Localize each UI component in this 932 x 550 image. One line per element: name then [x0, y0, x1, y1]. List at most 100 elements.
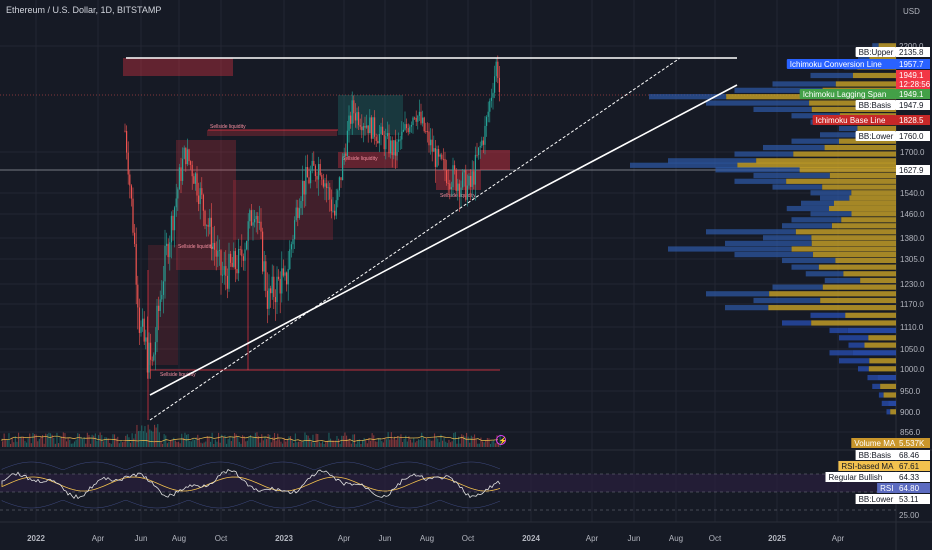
candle-body: [417, 115, 419, 122]
level-value: 1627.9: [899, 166, 924, 175]
profile-bar: [848, 342, 865, 348]
volume-bar: [170, 440, 172, 447]
rsi-value-bg: [896, 461, 930, 471]
candle-body: [271, 276, 273, 294]
candle-body: [146, 337, 148, 373]
profile-bar: [763, 235, 812, 241]
profile-bar: [839, 335, 869, 341]
volume-bar: [82, 438, 84, 447]
volume-bar: [219, 442, 221, 447]
candle-body: [489, 100, 491, 112]
candle-body: [130, 185, 132, 199]
volume-bar: [490, 443, 492, 447]
volume-ma-line: [1, 435, 499, 443]
rsi-label-bg: [855, 494, 896, 504]
candle-body: [431, 139, 433, 152]
profile-bar: [867, 375, 878, 381]
candle-body: [138, 307, 140, 333]
volume-bar: [77, 433, 79, 447]
volume-bar: [456, 443, 458, 447]
profile-bar: [858, 366, 869, 372]
volume-bar: [232, 436, 234, 447]
candle-body: [263, 261, 265, 272]
volume-bar: [298, 441, 300, 447]
volume-bar: [194, 440, 196, 447]
volume-bar: [358, 439, 360, 447]
profile-bar: [753, 106, 812, 112]
volume-bar: [469, 442, 471, 447]
candle-body: [378, 133, 380, 144]
profile-bar: [829, 350, 853, 356]
volume-bar: [187, 434, 189, 447]
candle-body: [327, 187, 329, 189]
volume-bar: [328, 432, 330, 447]
volume-bar: [472, 436, 474, 447]
candle-body: [442, 158, 444, 160]
volume-bar: [443, 437, 445, 447]
volume-bar: [427, 438, 429, 447]
volume-bar: [235, 434, 237, 447]
candle-body: [289, 249, 291, 269]
profile-bar: [793, 151, 896, 157]
candle-body: [498, 77, 500, 93]
alert-icon: [496, 435, 506, 445]
time-axis[interactable]: 2022 Apr Jun Aug Oct 2023 Apr Jun Aug Oct 2024 Apr J…: [27, 534, 844, 543]
rsi-ma-line: [1, 476, 501, 492]
candle-body: [414, 117, 416, 119]
volume-bar: [381, 441, 383, 447]
volume-bar: [438, 442, 440, 447]
volume-ma-value: 5.537K: [899, 439, 925, 448]
volume-bar: [448, 439, 450, 447]
level-value-bg: [896, 70, 930, 80]
profile-bar: [630, 162, 738, 168]
candle-body: [287, 268, 289, 285]
candle-body: [276, 276, 278, 303]
volume-bar: [499, 434, 501, 447]
volume-bar: [270, 442, 272, 447]
volume-bar: [360, 443, 362, 447]
profile-bar: [847, 327, 896, 334]
candle-body: [262, 231, 264, 272]
profile-bar: [813, 252, 896, 258]
price-tick-label: 1170.0: [900, 300, 924, 309]
candle-body: [319, 164, 321, 176]
volume-bar: [390, 432, 392, 447]
candle-body: [236, 268, 238, 274]
volume-bar: [21, 436, 23, 447]
candle-body: [332, 210, 334, 212]
zone-label: Sellside liquidity: [342, 156, 378, 162]
volume-bar: [475, 438, 477, 447]
volume-bar: [418, 439, 420, 447]
candle-body: [479, 145, 481, 148]
volume-bar: [280, 441, 282, 447]
liquidity-zones: Sellside liquidity Sellside liquidity Sell…: [123, 58, 510, 420]
volume-bar: [141, 425, 143, 447]
candle-body: [441, 154, 443, 159]
volume-bar: [445, 441, 447, 447]
candle-body: [447, 183, 449, 184]
level-value: 1957.7: [899, 60, 924, 69]
liquidity-zone: [436, 170, 481, 190]
candle-body: [446, 169, 448, 184]
volume-bar: [24, 440, 26, 447]
volume-bar: [115, 438, 117, 447]
volume-bar: [42, 434, 44, 447]
candle-body: [225, 266, 227, 276]
volume-bar: [402, 442, 404, 447]
candle-body: [140, 326, 142, 333]
volume-bar: [347, 439, 349, 447]
candle-body: [466, 185, 468, 200]
rsi-label: RSI-based MA: [841, 462, 894, 471]
volume-bar: [272, 437, 274, 447]
candle-body: [318, 164, 320, 180]
time-tick-label: Apr: [832, 534, 845, 543]
candle-body: [215, 249, 217, 257]
candle-body: [274, 297, 276, 303]
volume-bar: [74, 441, 76, 447]
candle-body: [418, 111, 420, 116]
profile-bar: [811, 320, 896, 326]
candle-body: [396, 141, 398, 156]
candle-body: [372, 117, 374, 139]
profile-bar: [820, 132, 860, 138]
